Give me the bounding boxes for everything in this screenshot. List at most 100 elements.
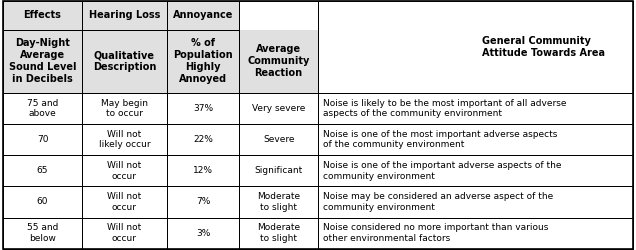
Bar [3,124,82,155]
Text: Significant: Significant [254,166,303,175]
Text: 37%: 37% [193,104,213,113]
Bar [82,218,167,249]
Text: Moderate
to slight: Moderate to slight [257,223,300,243]
Text: Noise considered no more important than various
other environmental factors: Noise considered no more important than … [323,223,548,243]
Bar [3,218,82,249]
Bar [318,1,633,93]
Bar [167,218,239,249]
Text: 55 and
below: 55 and below [27,223,59,243]
Bar [239,155,318,186]
Bar [3,93,82,124]
Bar [239,186,318,218]
Bar [239,124,318,155]
Bar [318,1,633,30]
Bar [318,218,633,249]
Bar [82,93,167,124]
Bar [82,1,167,30]
Bar [3,186,82,218]
Text: 7%: 7% [196,198,211,206]
Bar [82,30,167,93]
Bar [318,93,633,124]
Bar [167,218,239,249]
Bar [239,30,318,93]
Text: % of
Population
Highly
Annoyed: % of Population Highly Annoyed [173,38,233,84]
Bar [239,218,318,249]
Bar [318,218,633,249]
Text: 70: 70 [37,135,48,144]
Text: Noise may be considered an adverse aspect of the
community environment: Noise may be considered an adverse aspec… [323,192,553,212]
Bar [318,155,633,186]
Bar [167,124,239,155]
Bar [167,1,239,30]
Bar [82,186,167,218]
Text: Effects: Effects [24,10,62,20]
Bar [318,124,633,155]
Text: 22%: 22% [193,135,213,144]
Text: Will not
occur: Will not occur [107,223,142,243]
Bar [239,93,318,124]
Text: 65: 65 [37,166,48,175]
Bar [239,93,318,124]
Bar [167,1,239,30]
Bar [3,155,82,186]
Text: Day-Night
Average
Sound Level
in Decibels: Day-Night Average Sound Level in Decibel… [9,38,76,84]
Bar [82,30,167,93]
Bar [318,186,633,218]
Bar [3,30,82,93]
Bar [3,1,82,30]
Text: Noise is one of the most important adverse aspects
of the community environment: Noise is one of the most important adver… [323,130,557,150]
Bar [318,30,633,93]
Text: May begin
to occur: May begin to occur [101,98,148,118]
Text: Noise is likely to be the most important of all adverse
aspects of the community: Noise is likely to be the most important… [323,98,567,118]
Bar [3,124,82,155]
Text: Moderate
to slight: Moderate to slight [257,192,300,212]
Bar [167,155,239,186]
Text: 12%: 12% [193,166,213,175]
Text: Hearing Loss: Hearing Loss [88,10,160,20]
Bar [82,155,167,186]
Bar [239,218,318,249]
Bar [3,186,82,218]
Bar [239,186,318,218]
Text: Very severe: Very severe [252,104,305,113]
Bar [318,93,633,124]
Bar [167,93,239,124]
Bar [82,186,167,218]
Bar [3,93,82,124]
Bar [318,155,633,186]
Bar [82,124,167,155]
Text: Will not
occur: Will not occur [107,161,142,181]
Text: Qualitative
Description: Qualitative Description [93,50,156,72]
Text: Noise is one of the important adverse aspects of the
community environment: Noise is one of the important adverse as… [323,161,562,181]
Bar [3,218,82,249]
Bar [239,124,318,155]
Text: 75 and
above: 75 and above [27,98,59,118]
Text: General Community
Attitude Towards Area: General Community Attitude Towards Area [481,36,605,58]
Bar [318,186,633,218]
Bar [167,155,239,186]
Bar [167,186,239,218]
Bar [167,30,239,93]
Bar [3,30,82,93]
Text: Will not
occur: Will not occur [107,192,142,212]
Bar [82,124,167,155]
Bar [239,1,318,93]
Bar [3,1,82,30]
Text: Average
Community
Reaction: Average Community Reaction [247,44,310,78]
Text: Will not
likely occur: Will not likely occur [99,130,150,150]
Bar [239,1,318,30]
Bar [318,124,633,155]
Bar [167,30,239,93]
Bar [82,1,167,30]
Bar [82,155,167,186]
Bar [82,218,167,249]
Text: 3%: 3% [196,229,211,238]
Text: Severe: Severe [263,135,294,144]
Bar [3,155,82,186]
Bar [239,155,318,186]
Bar [82,93,167,124]
Text: Annoyance: Annoyance [173,10,233,20]
Bar [167,93,239,124]
Bar [167,186,239,218]
Text: 60: 60 [37,198,48,206]
